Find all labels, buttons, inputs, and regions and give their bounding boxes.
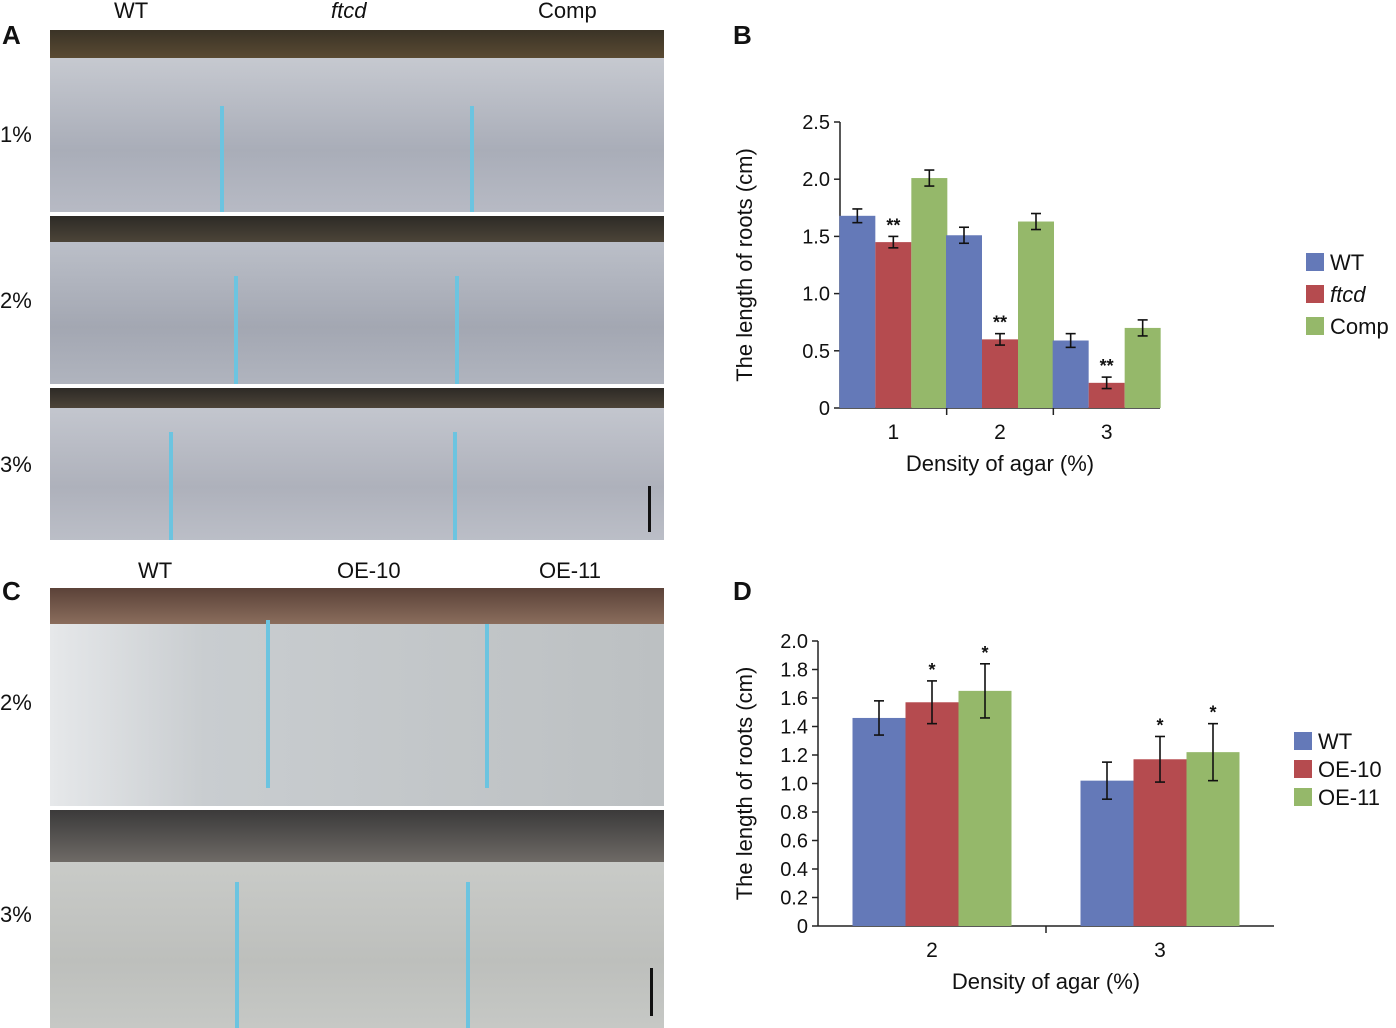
x-tick-label: 2 bbox=[926, 939, 938, 962]
bar bbox=[1080, 780, 1134, 926]
seedling-photo-2pct bbox=[50, 216, 664, 384]
significance-mark: * bbox=[1209, 703, 1216, 723]
significance-mark: * bbox=[928, 660, 935, 680]
significance-mark: * bbox=[1156, 715, 1163, 735]
y-tick-label: 0.4 bbox=[780, 859, 808, 881]
bar bbox=[946, 235, 982, 408]
y-axis-label: The length of roots (cm) bbox=[732, 148, 757, 382]
genotype-label-comp: Comp bbox=[538, 0, 597, 23]
bar bbox=[982, 339, 1018, 408]
bar bbox=[911, 178, 948, 408]
bar bbox=[1133, 759, 1187, 926]
y-tick-label: 1.0 bbox=[780, 774, 808, 796]
genotype-label-ftcd: ftcd bbox=[331, 0, 367, 23]
y-tick-label: 1.2 bbox=[780, 745, 808, 767]
y-tick-label: 0.8 bbox=[780, 802, 808, 824]
y-tick-label: 1.0 bbox=[802, 284, 830, 306]
legend-swatch bbox=[1306, 317, 1324, 335]
legend-label: WT bbox=[1330, 250, 1364, 275]
y-tick-label: 0.5 bbox=[802, 341, 830, 363]
significance-mark: * bbox=[981, 643, 988, 663]
seedling-photo-3pct bbox=[50, 388, 664, 540]
significance-mark: ** bbox=[1100, 356, 1114, 376]
panel-letter-a: A bbox=[2, 20, 21, 50]
x-tick-label: 1 bbox=[887, 421, 899, 444]
y-tick-label: 0.6 bbox=[780, 831, 808, 853]
row-label-1pct: 1% bbox=[0, 122, 32, 147]
row-label-2pct: 2% bbox=[0, 288, 32, 313]
y-tick-label: 2.5 bbox=[802, 112, 830, 134]
x-tick-label: 3 bbox=[1154, 939, 1166, 962]
legend-swatch bbox=[1294, 760, 1312, 778]
seedling-photo-oe-2pct bbox=[50, 588, 664, 806]
legend-swatch bbox=[1294, 732, 1312, 750]
x-tick-label: 2 bbox=[994, 421, 1006, 444]
bar bbox=[1018, 221, 1054, 408]
y-tick-label: 2.0 bbox=[780, 631, 808, 653]
x-axis-label: Density of agar (%) bbox=[952, 969, 1140, 994]
bar bbox=[958, 690, 1012, 926]
legend-label: Comp bbox=[1330, 314, 1389, 339]
bar bbox=[852, 717, 906, 926]
x-tick-label: 3 bbox=[1101, 421, 1113, 444]
genotype-label-wt-oe: WT bbox=[138, 558, 173, 583]
chart-b: 0 0.5 1.0 1.5 2.0 2.5 1 ** 2 ** 3 ** Density of agar… bbox=[732, 112, 1389, 476]
y-axis-label: The length of roots (cm) bbox=[732, 667, 757, 901]
y-tick-label: 0 bbox=[797, 916, 808, 938]
bar bbox=[839, 215, 876, 408]
y-tick-label: 0.2 bbox=[780, 888, 808, 910]
bar bbox=[1124, 327, 1161, 408]
y-tick-label: 1.6 bbox=[780, 688, 808, 710]
bar bbox=[905, 702, 959, 926]
y-tick-label: 1.4 bbox=[780, 717, 808, 739]
legend-swatch bbox=[1294, 788, 1312, 806]
legend-swatch bbox=[1306, 253, 1324, 271]
chart-d: 0 0.2 0.4 0.6 0.8 1.0 1.2 1.4 1.6 1.8 2.0 2 * * 3 * * Den… bbox=[732, 631, 1382, 994]
significance-mark: ** bbox=[993, 313, 1007, 333]
legend-label: ftcd bbox=[1330, 282, 1366, 307]
scale-bar-oe bbox=[650, 968, 653, 1016]
x-axis-label: Density of agar (%) bbox=[906, 451, 1094, 476]
legend-label: WT bbox=[1318, 729, 1352, 754]
bar bbox=[875, 242, 912, 408]
scale-bar bbox=[648, 486, 651, 532]
y-tick-label: 2.0 bbox=[802, 169, 830, 191]
seedling-photo-1pct bbox=[50, 30, 664, 212]
genotype-label-oe11: OE-11 bbox=[539, 558, 601, 583]
legend-swatch bbox=[1306, 285, 1324, 303]
y-tick-label: 0 bbox=[819, 398, 830, 420]
significance-mark: ** bbox=[886, 215, 900, 235]
row-label-3pct: 3% bbox=[0, 452, 32, 477]
panel-letter-b: B bbox=[733, 20, 752, 50]
legend-label: OE-10 bbox=[1318, 757, 1382, 782]
row-label-2pct-oe: 2% bbox=[0, 690, 32, 715]
y-tick-label: 1.5 bbox=[802, 226, 830, 248]
panel-letter-d: D bbox=[733, 576, 752, 606]
seedling-photo-oe-3pct bbox=[50, 810, 664, 1028]
panel-letter-c: C bbox=[2, 576, 21, 606]
legend-label: OE-11 bbox=[1318, 785, 1380, 810]
y-tick-label: 1.8 bbox=[780, 660, 808, 682]
bar bbox=[1052, 340, 1089, 408]
genotype-label-wt: WT bbox=[114, 0, 149, 23]
genotype-label-oe10: OE-10 bbox=[337, 558, 401, 583]
row-label-3pct-oe: 3% bbox=[0, 902, 32, 927]
